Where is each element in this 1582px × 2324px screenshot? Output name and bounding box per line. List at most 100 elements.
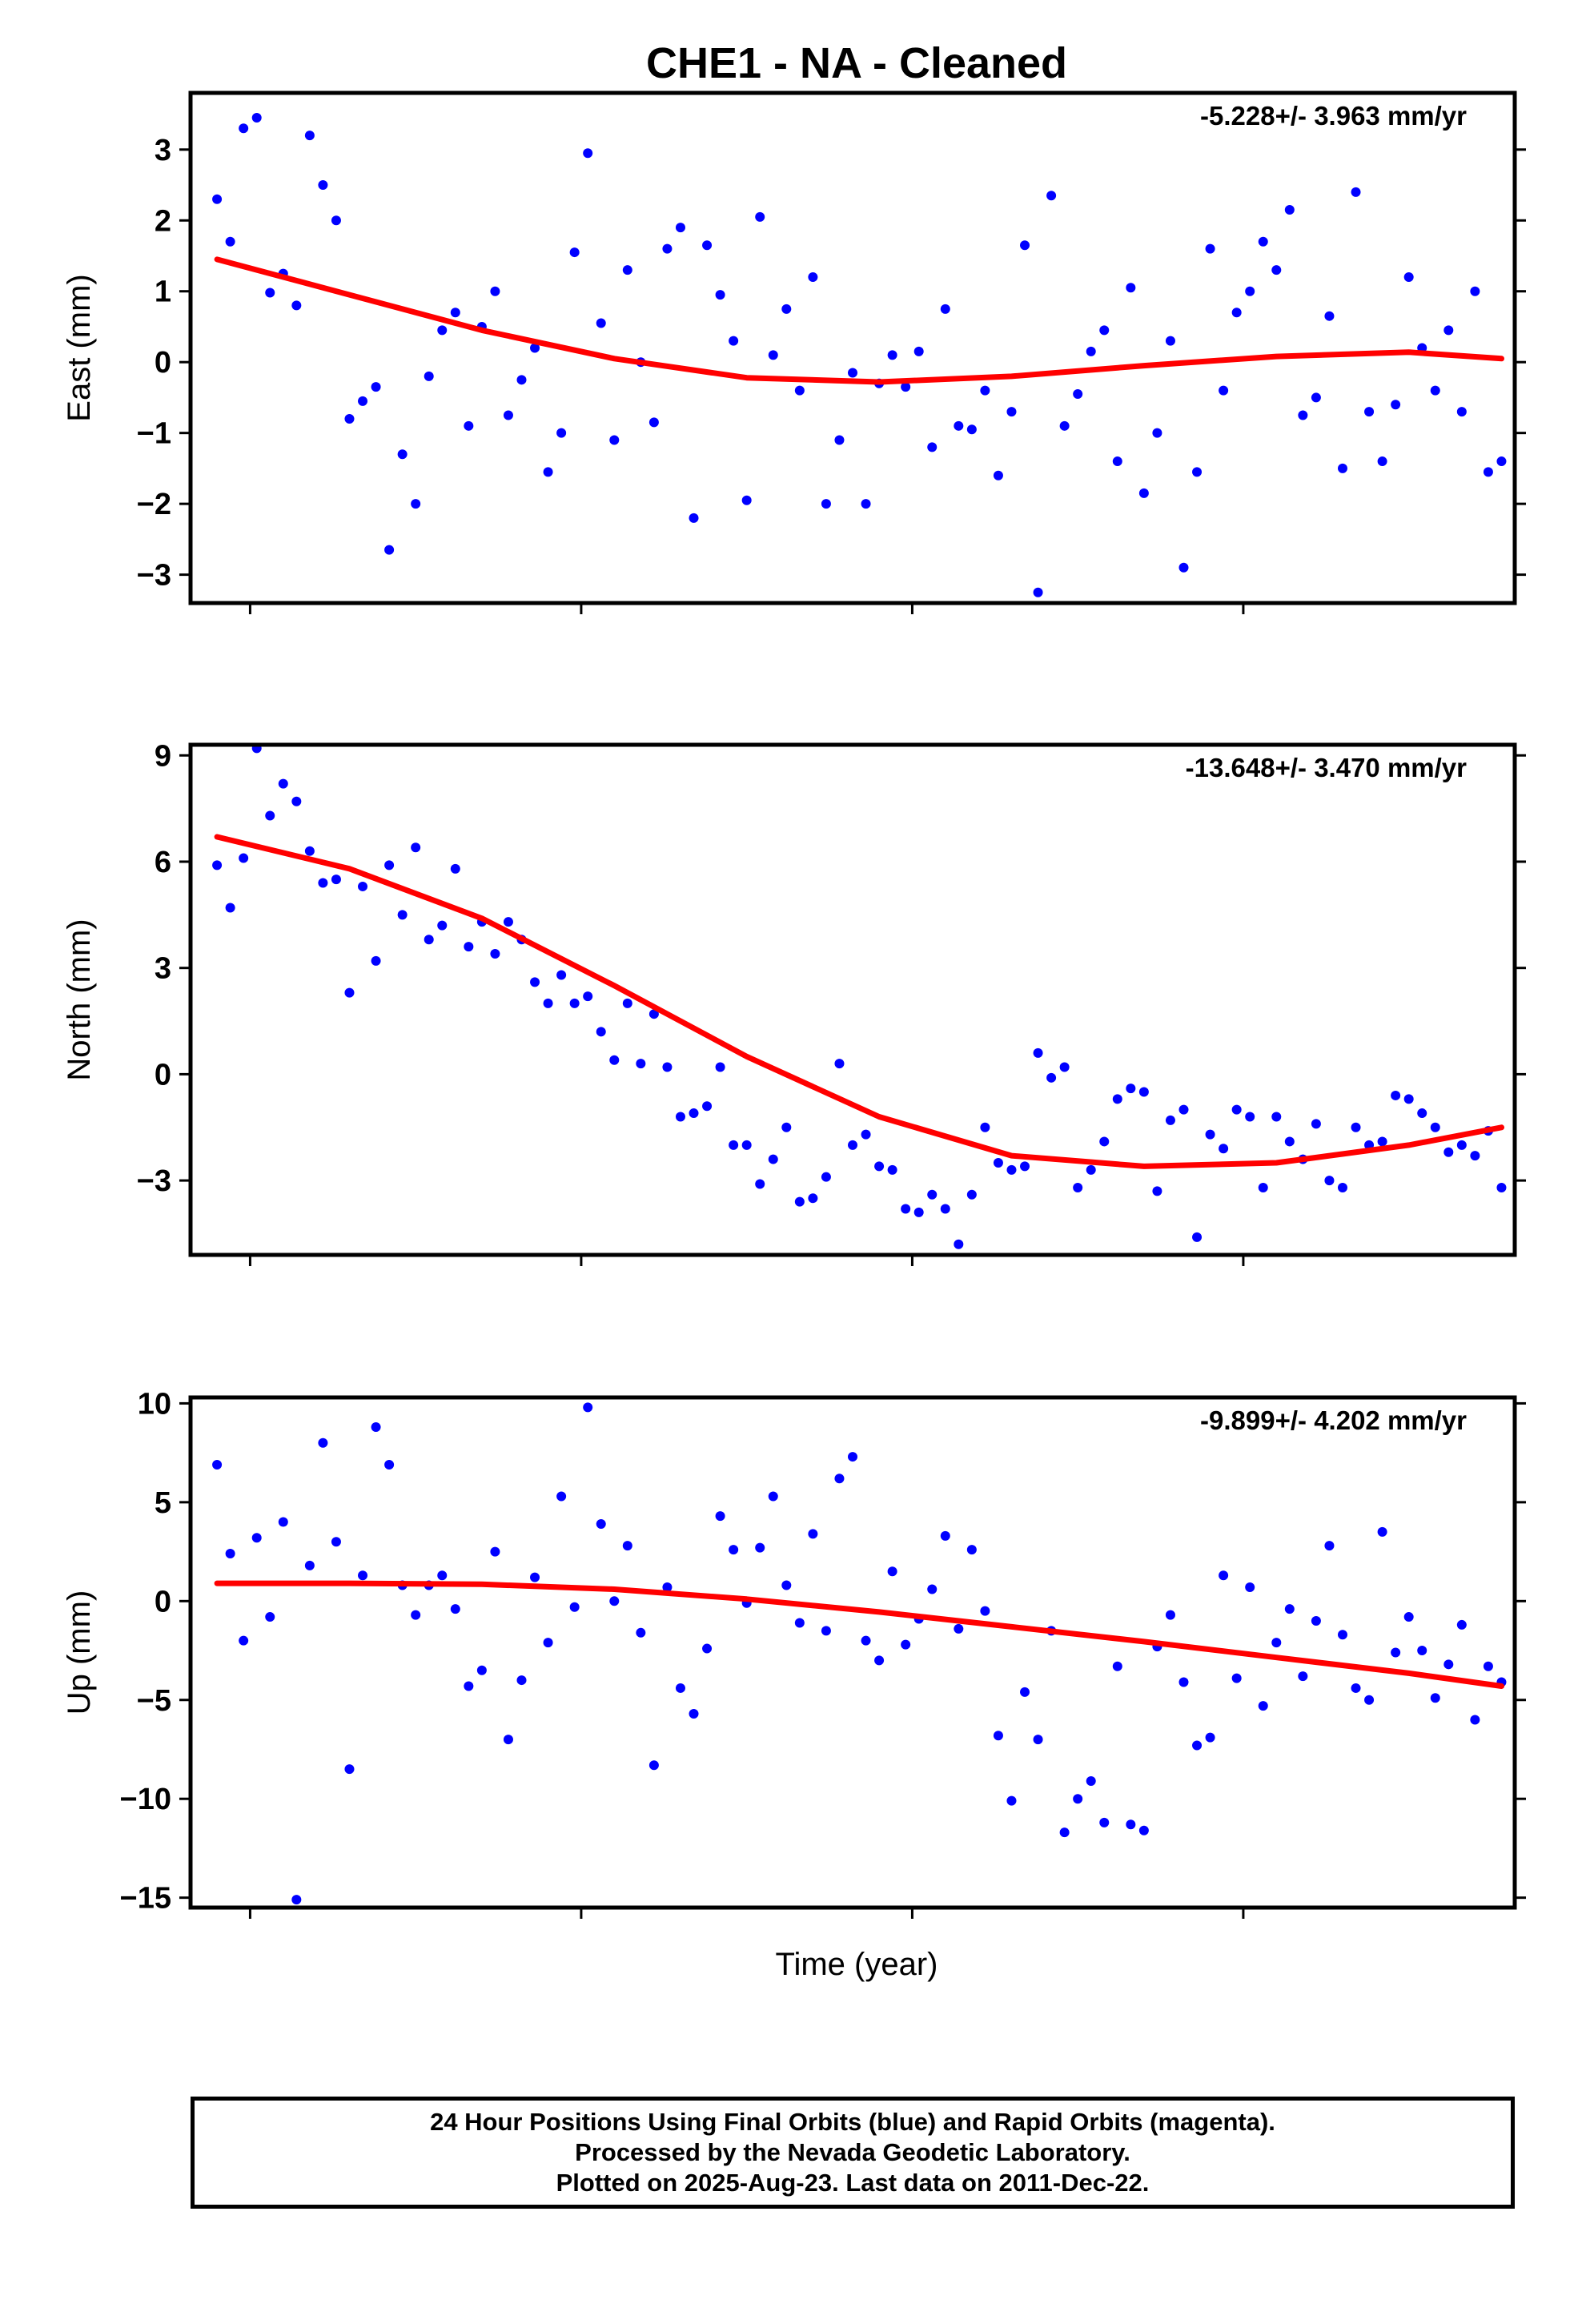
- east-point: [1086, 346, 1096, 356]
- north-point: [1112, 1094, 1122, 1104]
- east-ytick-label: 3: [155, 134, 171, 167]
- east-fit-line: [214, 256, 1504, 385]
- up-point: [1245, 1582, 1255, 1593]
- east-point: [1033, 587, 1043, 597]
- north-point: [861, 1129, 871, 1140]
- east-point: [516, 375, 527, 385]
- east-point: [596, 318, 606, 328]
- up-point: [291, 1895, 302, 1905]
- east-point: [291, 300, 302, 311]
- x-axis-label: Time (year): [776, 1947, 938, 1982]
- east-point: [1126, 283, 1136, 293]
- up-point: [834, 1474, 845, 1484]
- north-point: [1020, 1161, 1030, 1172]
- north-point: [808, 1193, 818, 1204]
- panel-north: −3 0 3 6 9 North (mm) -13.648+/- 3.470 mm/yr: [62, 739, 1526, 1266]
- up-point: [648, 1760, 659, 1771]
- up-point: [583, 1402, 593, 1413]
- north-point: [556, 970, 567, 980]
- north-point: [848, 1140, 857, 1150]
- up-point: [980, 1606, 990, 1616]
- up-point: [318, 1437, 328, 1448]
- north-point: [1391, 1090, 1401, 1100]
- north-point: [1417, 1108, 1427, 1119]
- north-point: [1496, 1182, 1507, 1192]
- north-point: [1152, 1186, 1162, 1196]
- east-point: [648, 417, 659, 428]
- up-point: [1059, 1827, 1070, 1838]
- up-point: [689, 1709, 699, 1719]
- north-point: [411, 842, 421, 853]
- east-point: [940, 304, 950, 314]
- up-point: [927, 1584, 938, 1594]
- north-point: [490, 948, 500, 959]
- north-point: [1138, 1087, 1149, 1097]
- up-point: [411, 1610, 421, 1620]
- north-point: [583, 991, 593, 1002]
- north-point: [1073, 1182, 1083, 1192]
- up-point: [450, 1604, 460, 1614]
- north-point: [1006, 1164, 1017, 1175]
- north-point: [794, 1196, 805, 1207]
- east-point: [543, 467, 553, 477]
- north-frame: [188, 742, 1517, 1257]
- east-point: [225, 236, 235, 247]
- north-point: [543, 998, 553, 1008]
- up-frame: [188, 1395, 1517, 1910]
- north-point: [1377, 1136, 1387, 1147]
- north-point: [1271, 1112, 1282, 1122]
- north-point: [702, 1101, 713, 1112]
- north-point: [1470, 1151, 1480, 1161]
- north-point: [569, 998, 580, 1008]
- up-point: [1311, 1615, 1321, 1626]
- east-point: [1337, 463, 1347, 473]
- panel-up: −15 −10 −5 0 5 10 Up (mm) -9.899+/- 4.202 mm/yr: [62, 1387, 1526, 1919]
- east-ytick-label: 1: [155, 275, 171, 309]
- up-point: [358, 1570, 368, 1581]
- up-point: [1271, 1638, 1282, 1648]
- north-point: [887, 1164, 897, 1175]
- north-point: [437, 920, 448, 931]
- east-point: [1138, 488, 1149, 498]
- up-point: [821, 1626, 831, 1636]
- east-point: [913, 346, 924, 356]
- up-point: [954, 1623, 964, 1634]
- east-point: [1245, 286, 1255, 296]
- east-point: [927, 442, 938, 452]
- east-ytick-label: −3: [137, 559, 171, 593]
- up-point: [861, 1635, 871, 1646]
- up-point: [715, 1511, 725, 1522]
- up-point: [1483, 1661, 1493, 1671]
- east-point: [887, 350, 897, 360]
- north-point: [1430, 1122, 1440, 1132]
- up-point: [794, 1618, 805, 1628]
- footer-line-1: 24 Hour Positions Using Final Orbits (bl…: [430, 2108, 1275, 2136]
- north-point: [225, 903, 235, 913]
- up-point: [212, 1459, 223, 1470]
- up-point: [1391, 1647, 1401, 1658]
- up-fit-line: [214, 1580, 1504, 1689]
- north-point: [358, 881, 368, 891]
- east-point: [1324, 311, 1335, 321]
- up-point: [1099, 1817, 1110, 1827]
- up-point: [530, 1572, 540, 1582]
- east-point: [530, 343, 540, 353]
- up-ytick-label: −10: [120, 1783, 171, 1816]
- east-point: [1152, 428, 1162, 438]
- up-point: [1231, 1673, 1242, 1683]
- east-point: [834, 435, 845, 445]
- east-point: [1456, 407, 1467, 417]
- east-point: [1470, 286, 1480, 296]
- up-point: [1205, 1732, 1215, 1743]
- north-fit-line: [214, 834, 1504, 1169]
- east-point: [1271, 265, 1282, 275]
- east-rate-label: -5.228+/- 3.963 mm/yr: [1200, 101, 1467, 131]
- east-point: [1006, 407, 1017, 417]
- east-point: [808, 272, 818, 283]
- east-ytick-label: 2: [155, 204, 171, 238]
- east-point: [1391, 400, 1401, 410]
- east-point: [437, 325, 448, 336]
- east-point: [675, 223, 685, 233]
- up-point: [1364, 1695, 1375, 1705]
